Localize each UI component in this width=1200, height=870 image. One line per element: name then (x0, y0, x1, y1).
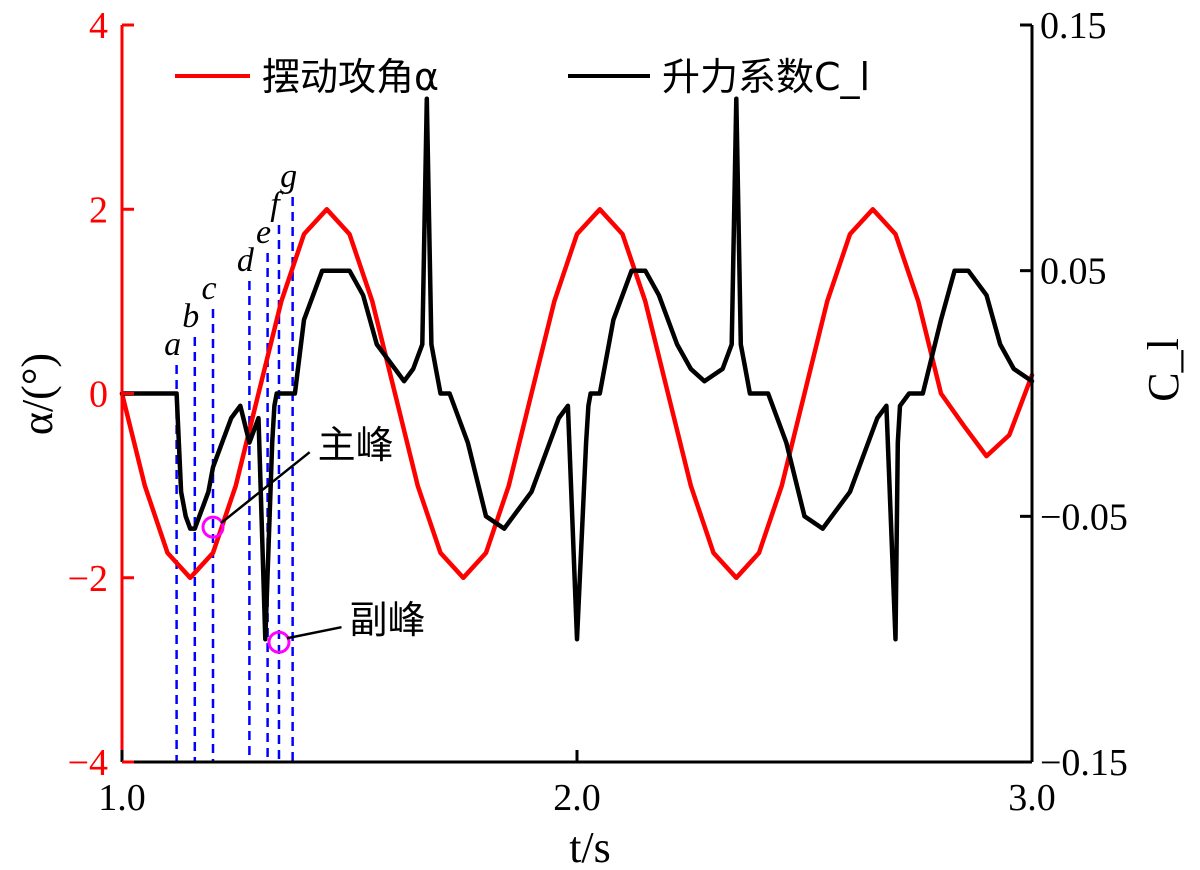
peak-circle-1 (267, 630, 291, 654)
y-right-tick-label: −0.15 (1040, 742, 1128, 784)
peak-label-0: 主峰 (318, 423, 394, 467)
y-left-tick-label: −2 (68, 558, 108, 600)
x-tick-label: 3.0 (1008, 777, 1056, 819)
series-lines (119, 96, 1035, 642)
legend-label-0: 摆动攻角α (262, 55, 439, 99)
legend: 摆动攻角α 升力系数C_l (175, 55, 870, 99)
peak-leader-1 (286, 625, 342, 640)
alpha-series-line (119, 207, 1035, 581)
x-tick-label: 2.0 (553, 777, 601, 819)
marker-label-b: b (182, 298, 199, 335)
y-right-tick-label: 0.05 (1040, 251, 1107, 293)
y-right-axis-title: C_l (1139, 338, 1188, 402)
legend-label-1: 升力系数C_l (662, 55, 870, 99)
marker-label-c: c (201, 270, 216, 307)
tick-labels: 1.0 2.0 3.0−4−2024−0.15−0.050.050.15abcdef… (68, 5, 1128, 819)
peak-circle-0 (201, 515, 225, 539)
marker-label-g: g (280, 158, 297, 195)
y-left-tick-label: −4 (68, 742, 108, 784)
peak-leader-0 (220, 451, 311, 525)
marker-label-d: d (237, 242, 255, 279)
x-tick-label: 1.0 (98, 777, 146, 819)
marker-label-a: a (164, 326, 181, 363)
peak-label-1: 副峰 (350, 598, 426, 642)
y-left-tick-label: 0 (89, 374, 108, 416)
cl-series-line (119, 96, 1035, 642)
y-left-axis-title: α/(°) (13, 353, 62, 435)
x-axis-title: t/s (569, 823, 611, 870)
y-left-tick-label: 2 (89, 189, 108, 231)
y-left-tick-label: 4 (89, 5, 108, 47)
marker-label-e: e (256, 214, 271, 251)
axes (120, 23, 1034, 764)
y-right-tick-label: −0.05 (1040, 496, 1128, 538)
y-right-tick-label: 0.15 (1040, 5, 1107, 47)
